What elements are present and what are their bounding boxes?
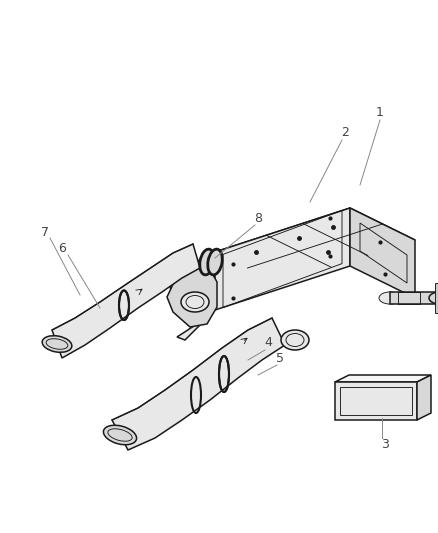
- Polygon shape: [335, 382, 417, 420]
- Polygon shape: [52, 244, 200, 358]
- Polygon shape: [112, 318, 285, 450]
- Polygon shape: [435, 283, 438, 313]
- Polygon shape: [335, 375, 431, 382]
- Ellipse shape: [379, 292, 401, 304]
- Polygon shape: [390, 292, 438, 304]
- Ellipse shape: [181, 292, 209, 312]
- Text: 3: 3: [381, 439, 389, 451]
- Text: 5: 5: [276, 351, 284, 365]
- Ellipse shape: [42, 336, 72, 352]
- Ellipse shape: [103, 425, 137, 445]
- Text: 7: 7: [41, 225, 49, 238]
- Text: 8: 8: [254, 212, 262, 224]
- Polygon shape: [417, 375, 431, 420]
- Polygon shape: [215, 208, 350, 310]
- Polygon shape: [170, 252, 215, 324]
- Ellipse shape: [429, 292, 438, 304]
- Ellipse shape: [200, 249, 214, 275]
- Text: 6: 6: [58, 241, 66, 254]
- Text: 4: 4: [264, 335, 272, 349]
- Ellipse shape: [281, 330, 309, 350]
- Polygon shape: [350, 208, 415, 298]
- Polygon shape: [167, 262, 217, 327]
- Polygon shape: [177, 310, 215, 340]
- Text: 1: 1: [376, 106, 384, 118]
- Polygon shape: [215, 208, 415, 284]
- Text: 2: 2: [341, 125, 349, 139]
- Ellipse shape: [208, 249, 222, 275]
